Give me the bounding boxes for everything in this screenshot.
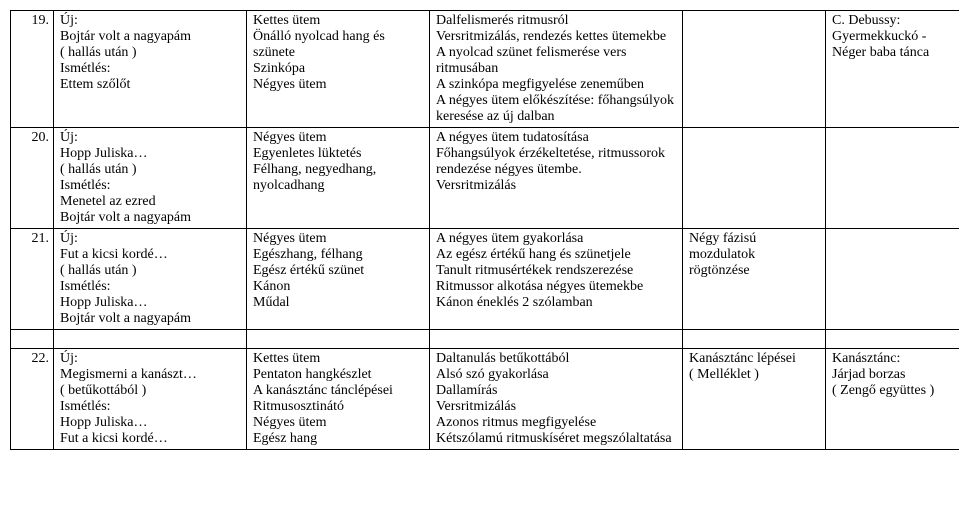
cell-concepts: Kettes ütemÖnálló nyolcad hang és szünet…	[247, 11, 430, 128]
lesson-table: 19. Új:Bojtár volt a nagyapám( hallás ut…	[10, 10, 959, 450]
cell-movement	[683, 128, 826, 229]
cell-listening	[826, 128, 959, 229]
spacer-row	[11, 330, 959, 349]
row-number: 20.	[11, 128, 54, 229]
cell-movement: Kanásztánc lépései( Melléklet )	[683, 349, 826, 450]
cell-topic: Új:Fut a kicsi kordé…( hallás után )Ismé…	[54, 229, 247, 330]
table-row: 21. Új:Fut a kicsi kordé…( hallás után )…	[11, 229, 959, 330]
cell-movement	[683, 11, 826, 128]
row-number: 22.	[11, 349, 54, 450]
cell-movement: Négy fázisú mozdulatok rögtönzése	[683, 229, 826, 330]
table-row: 20. Új:Hopp Juliska…( hallás után )Ismét…	[11, 128, 959, 229]
table-row: 19. Új:Bojtár volt a nagyapám( hallás ut…	[11, 11, 959, 128]
cell-listening: C. Debussy:Gyermekkuckó -Néger baba tánc…	[826, 11, 959, 128]
cell-concepts: Négyes ütemEgyenletes lüktetésFélhang, n…	[247, 128, 430, 229]
cell-activities: A négyes ütem tudatosításaFőhangsúlyok é…	[430, 128, 683, 229]
cell-concepts: Négyes ütemEgészhang, félhangEgész érték…	[247, 229, 430, 330]
cell-activities: Daltanulás betűkottábólAlsó szó gyakorlá…	[430, 349, 683, 450]
cell-activities: Dalfelismerés ritmusrólVersritmizálás, r…	[430, 11, 683, 128]
cell-concepts: Kettes ütemPentaton hangkészletA kanászt…	[247, 349, 430, 450]
cell-listening: Kanásztánc:Járjad borzas( Zengő együttes…	[826, 349, 959, 450]
cell-topic: Új:Megismerni a kanászt…( betűkottából )…	[54, 349, 247, 450]
table-row: 22. Új:Megismerni a kanászt…( betűkottáb…	[11, 349, 959, 450]
cell-listening	[826, 229, 959, 330]
cell-topic: Új:Bojtár volt a nagyapám( hallás után )…	[54, 11, 247, 128]
cell-activities: A négyes ütem gyakorlásaAz egész értékű …	[430, 229, 683, 330]
cell-topic: Új:Hopp Juliska…( hallás után )Ismétlés:…	[54, 128, 247, 229]
row-number: 21.	[11, 229, 54, 330]
row-number: 19.	[11, 11, 54, 128]
